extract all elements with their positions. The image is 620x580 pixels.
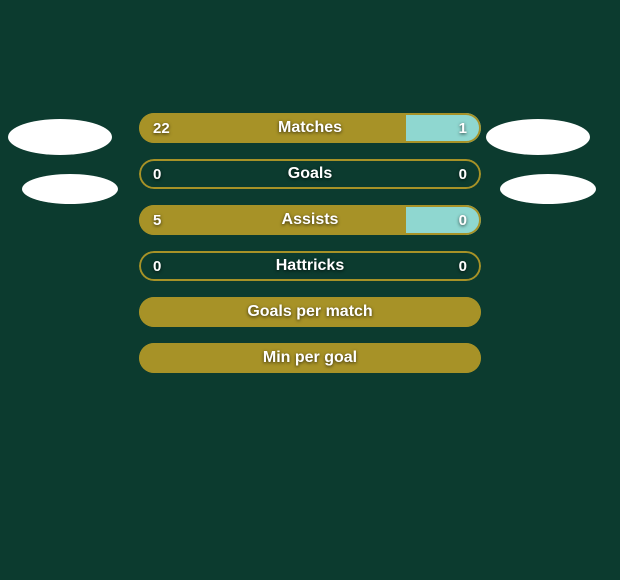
stat-value-right: 0	[459, 205, 467, 235]
stat-row: Assists5 0	[139, 205, 481, 235]
stat-label: Min per goal	[139, 343, 481, 373]
stat-value-left: 0	[153, 159, 161, 189]
stat-row: Matches22 1	[139, 113, 481, 143]
stat-row: Goals per match	[139, 297, 481, 327]
stat-value-left: 5	[153, 205, 161, 235]
stat-label: Matches	[139, 113, 481, 143]
stat-value-right: 0	[459, 251, 467, 281]
stat-value-right: 1	[459, 113, 467, 143]
stat-label: Goals	[139, 159, 481, 189]
stat-value-left: 22	[153, 113, 170, 143]
stat-row: Min per goal	[139, 343, 481, 373]
stat-row: Hattricks0 0	[139, 251, 481, 281]
left-avatar-shape	[22, 174, 118, 204]
stat-value-right: 0	[459, 159, 467, 189]
right-avatar-shape	[500, 174, 596, 204]
stat-label: Hattricks	[139, 251, 481, 281]
stat-label: Assists	[139, 205, 481, 235]
stat-row: Goals0 0	[139, 159, 481, 189]
left-avatar-shape	[8, 119, 112, 155]
stat-value-left: 0	[153, 251, 161, 281]
stat-label: Goals per match	[139, 297, 481, 327]
right-avatar-shape	[486, 119, 590, 155]
